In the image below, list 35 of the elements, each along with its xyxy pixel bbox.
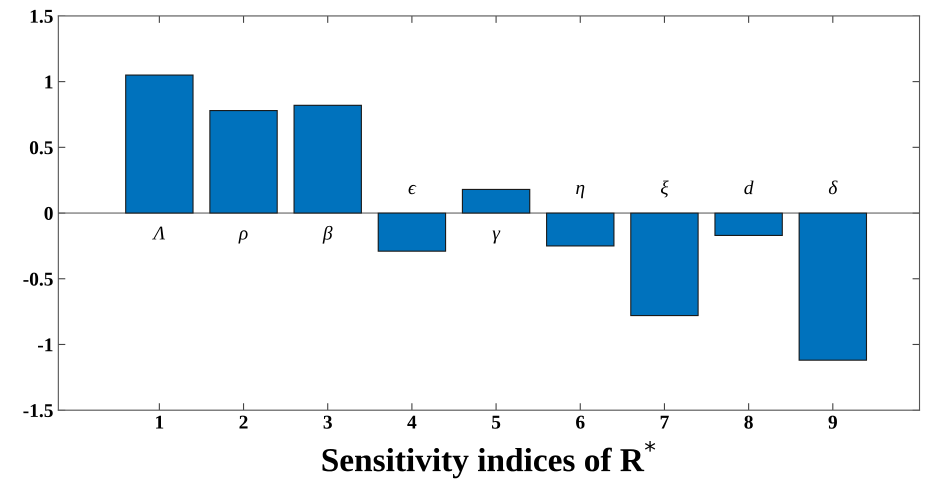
x-tick-label: 6 xyxy=(576,416,585,429)
annotation: β xyxy=(322,226,333,244)
bar xyxy=(630,212,699,316)
bar xyxy=(293,104,362,214)
x-axis-title: Sensitivity indices of R$^{*}$ xyxy=(322,441,656,478)
annotation: δ xyxy=(828,180,838,194)
x-tick-label: 3 xyxy=(324,416,332,429)
annotation: η xyxy=(576,184,584,198)
bar xyxy=(546,212,614,246)
bar xyxy=(798,212,868,361)
y-tick-label: 1.5 xyxy=(30,10,53,23)
x-tick-label: 1 xyxy=(156,416,164,429)
y-tick-label: 1 xyxy=(45,76,52,88)
y-tick-label: -0.5 xyxy=(23,272,53,286)
bar xyxy=(714,212,783,236)
y-tick-label: -1 xyxy=(38,338,52,352)
bar xyxy=(378,212,446,252)
x-tick-label: 9 xyxy=(828,416,837,429)
x-tick-label: 4 xyxy=(407,416,416,429)
bar xyxy=(462,188,530,214)
y-tick-label: 0 xyxy=(44,206,53,220)
annotation: ξ xyxy=(660,180,669,198)
x-tick-label: 5 xyxy=(492,416,500,429)
y-tick-label: 0.5 xyxy=(30,141,53,154)
annotation: ϵ xyxy=(408,184,416,194)
x-tick-label: 8 xyxy=(744,416,753,429)
y-tick-label: -1.5 xyxy=(23,404,53,418)
annotation: Λ xyxy=(152,226,166,240)
x-tick-label: 2 xyxy=(239,416,248,429)
annotation: ρ xyxy=(238,230,248,244)
bar xyxy=(125,74,194,214)
annotation: γ xyxy=(492,230,500,244)
annotation: d xyxy=(744,180,754,194)
bar xyxy=(209,110,278,214)
x-tick-label: 7 xyxy=(660,416,669,429)
